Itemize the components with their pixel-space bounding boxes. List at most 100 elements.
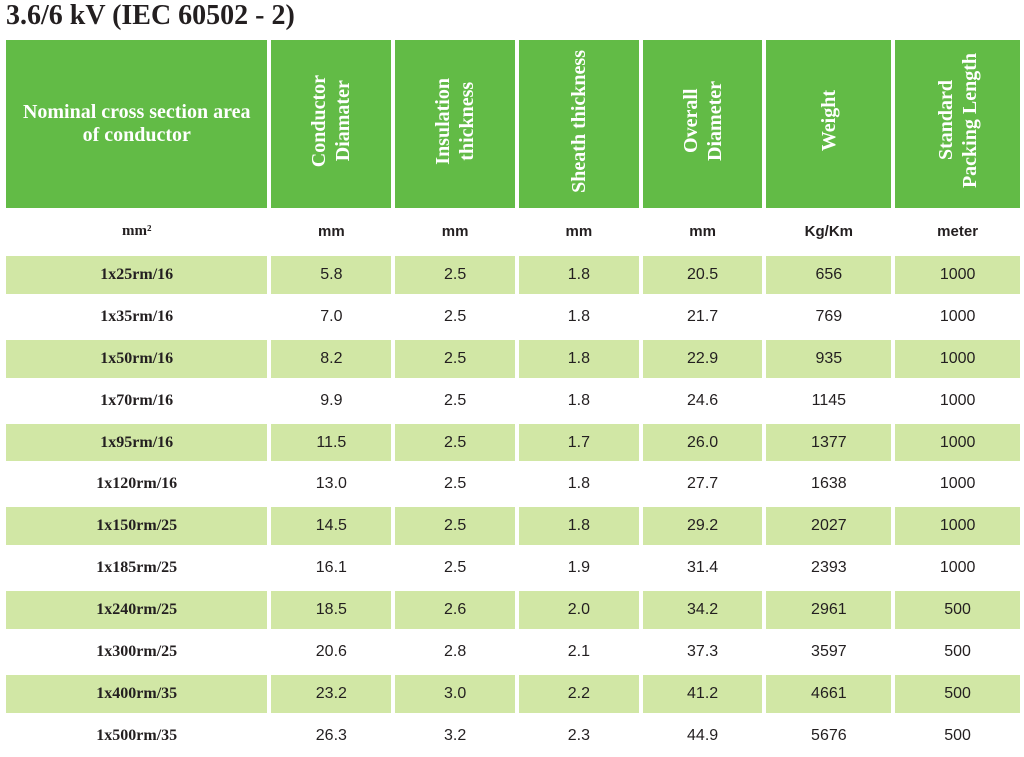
table-row: 1x95rm/16 11.5 2.5 1.7 26.0 1377 1000 bbox=[6, 421, 1020, 464]
cell-packing-length: 1000 bbox=[895, 505, 1020, 548]
table-row: 1x70rm/16 9.9 2.5 1.8 24.6 1145 1000 bbox=[6, 379, 1020, 422]
cell-packing-length: 1000 bbox=[895, 254, 1020, 296]
cell-insulation-thickness: 2.5 bbox=[395, 337, 515, 380]
cell-overall-diameter: 22.9 bbox=[642, 337, 763, 380]
cell-overall-diameter: 21.7 bbox=[642, 295, 763, 338]
cell-sheath-thickness: 1.8 bbox=[519, 505, 639, 548]
cell-insulation-thickness: 2.5 bbox=[395, 463, 515, 506]
header-insulation-thickness: Insulation thickness bbox=[395, 40, 515, 208]
cell-insulation-thickness: 2.8 bbox=[395, 631, 515, 673]
cell-sheath-thickness: 2.3 bbox=[519, 714, 639, 757]
cell-insulation-thickness: 2.6 bbox=[395, 589, 515, 632]
cell-size: 1x95rm/16 bbox=[6, 421, 268, 464]
cell-packing-length: 1000 bbox=[895, 295, 1020, 338]
cell-size: 1x70rm/16 bbox=[6, 379, 268, 422]
cell-weight: 4661 bbox=[766, 672, 892, 715]
cell-weight: 1145 bbox=[766, 379, 892, 422]
unit-cell: Kg/Km bbox=[804, 222, 854, 240]
cell-overall-diameter: 31.4 bbox=[642, 547, 763, 590]
header-nominal-cross-section: Nominal cross section area of conductor bbox=[6, 40, 268, 208]
cell-packing-length: 1000 bbox=[895, 337, 1020, 380]
cell-insulation-thickness: 2.5 bbox=[395, 505, 515, 548]
cell-overall-diameter: 20.5 bbox=[642, 254, 763, 296]
header-standard-packing-length: Standard Packing Length bbox=[895, 40, 1020, 208]
cell-overall-diameter: 44.9 bbox=[642, 714, 763, 757]
cell-packing-length: 1000 bbox=[895, 547, 1020, 590]
header-weight: Weight bbox=[766, 40, 892, 208]
cell-conductor-diameter: 26.3 bbox=[271, 714, 392, 757]
table-body: mm² mm mm mm mm Kg/Km meter 1x25rm/16 5.8… bbox=[6, 208, 1020, 757]
header-label: Overall Diameter bbox=[679, 81, 726, 161]
unit-cell: mm bbox=[565, 222, 593, 240]
cell-sheath-thickness: 1.8 bbox=[519, 254, 639, 296]
table-row: 1x400rm/35 23.2 3.0 2.2 41.2 4661 500 bbox=[6, 672, 1020, 715]
cell-weight: 3597 bbox=[766, 631, 892, 673]
table-row: 1x500rm/35 26.3 3.2 2.3 44.9 5676 500 bbox=[6, 714, 1020, 757]
cell-conductor-diameter: 7.0 bbox=[271, 295, 392, 338]
cell-size: 1x185rm/25 bbox=[6, 547, 268, 590]
table-row: 1x185rm/25 16.1 2.5 1.9 31.4 2393 1000 bbox=[6, 547, 1020, 590]
header-label: Weight bbox=[817, 90, 840, 152]
table-row: 1x25rm/16 5.8 2.5 1.8 20.5 656 1000 bbox=[6, 254, 1020, 296]
cell-size: 1x240rm/25 bbox=[6, 589, 268, 632]
cell-sheath-thickness: 1.8 bbox=[519, 295, 639, 338]
cell-conductor-diameter: 11.5 bbox=[271, 421, 392, 464]
header-label: Nominal cross section area of conductor bbox=[22, 101, 251, 146]
cell-weight: 1638 bbox=[766, 463, 892, 506]
cell-packing-length: 500 bbox=[895, 672, 1020, 715]
cell-weight: 935 bbox=[766, 337, 892, 380]
header-conductor-diameter: Conductor Diamater bbox=[271, 40, 392, 208]
table-row: 1x300rm/25 20.6 2.8 2.1 37.3 3597 500 bbox=[6, 631, 1020, 673]
header-label: Sheath thickness bbox=[567, 49, 590, 193]
unit-cell: mm bbox=[318, 222, 345, 240]
cell-size: 1x25rm/16 bbox=[6, 254, 268, 296]
cell-sheath-thickness: 1.8 bbox=[519, 463, 639, 506]
cell-sheath-thickness: 1.7 bbox=[519, 421, 639, 464]
cell-overall-diameter: 37.3 bbox=[642, 631, 763, 673]
units-row: mm² mm mm mm mm Kg/Km meter bbox=[6, 208, 1020, 254]
cell-size: 1x50rm/16 bbox=[6, 337, 268, 380]
cell-sheath-thickness: 1.8 bbox=[519, 379, 639, 422]
cell-sheath-thickness: 1.9 bbox=[519, 547, 639, 590]
cell-insulation-thickness: 2.5 bbox=[395, 295, 515, 338]
cell-conductor-diameter: 8.2 bbox=[271, 337, 392, 380]
cell-conductor-diameter: 18.5 bbox=[271, 589, 392, 632]
cell-packing-length: 500 bbox=[895, 714, 1020, 757]
cell-conductor-diameter: 23.2 bbox=[271, 672, 392, 715]
header-label: Standard Packing Length bbox=[934, 53, 981, 189]
cell-overall-diameter: 24.6 bbox=[642, 379, 763, 422]
cell-insulation-thickness: 2.5 bbox=[395, 254, 515, 296]
cell-size: 1x150rm/25 bbox=[6, 505, 268, 548]
cell-insulation-thickness: 2.5 bbox=[395, 421, 515, 464]
cell-weight: 656 bbox=[766, 254, 892, 296]
table-row: 1x240rm/25 18.5 2.6 2.0 34.2 2961 500 bbox=[6, 589, 1020, 632]
page-title: 3.6/6 kV (IEC 60502 - 2) bbox=[6, 0, 295, 31]
cell-size: 1x500rm/35 bbox=[6, 714, 268, 757]
cell-sheath-thickness: 2.1 bbox=[519, 631, 639, 673]
cell-packing-length: 500 bbox=[895, 589, 1020, 632]
header-label: Conductor Diamater bbox=[308, 74, 355, 168]
unit-cell: meter bbox=[937, 222, 979, 240]
cell-packing-length: 1000 bbox=[895, 463, 1020, 506]
cell-conductor-diameter: 9.9 bbox=[271, 379, 392, 422]
cell-size: 1x120rm/16 bbox=[6, 463, 268, 506]
cell-weight: 2961 bbox=[766, 589, 892, 632]
cell-sheath-thickness: 2.0 bbox=[519, 589, 639, 632]
cell-weight: 769 bbox=[766, 295, 892, 338]
cell-conductor-diameter: 5.8 bbox=[271, 254, 392, 296]
cell-packing-length: 500 bbox=[895, 631, 1020, 673]
cell-size: 1x300rm/25 bbox=[6, 631, 268, 673]
cell-insulation-thickness: 3.0 bbox=[395, 672, 515, 715]
cell-overall-diameter: 29.2 bbox=[642, 505, 763, 548]
table-row: 1x35rm/16 7.0 2.5 1.8 21.7 769 1000 bbox=[6, 295, 1020, 338]
unit-cell: mm² bbox=[121, 222, 152, 239]
cell-packing-length: 1000 bbox=[895, 379, 1020, 422]
cell-conductor-diameter: 14.5 bbox=[271, 505, 392, 548]
cell-overall-diameter: 41.2 bbox=[642, 672, 763, 715]
cell-overall-diameter: 34.2 bbox=[642, 589, 763, 632]
cell-conductor-diameter: 16.1 bbox=[271, 547, 392, 590]
cell-insulation-thickness: 2.5 bbox=[395, 547, 515, 590]
cell-sheath-thickness: 2.2 bbox=[519, 672, 639, 715]
cell-conductor-diameter: 13.0 bbox=[271, 463, 392, 506]
cell-size: 1x400rm/35 bbox=[6, 672, 268, 715]
